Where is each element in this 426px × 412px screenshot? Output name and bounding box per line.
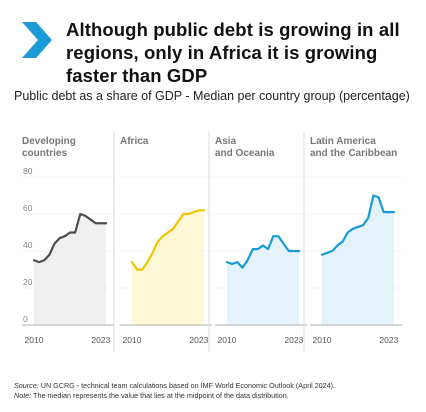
source-text: UN GCRG - technical team calculations ba…	[38, 381, 336, 390]
source-note: Source: UN GCRG - technical team calcula…	[14, 381, 419, 391]
y-tick-label: 0	[23, 314, 28, 324]
panel-title-line: countries	[22, 148, 67, 159]
chart-subtitle: Public debt as a share of GDP - Median p…	[14, 89, 410, 103]
x-tick-label: 2023	[284, 335, 303, 345]
panel-title-line: Latin America	[310, 136, 376, 147]
series-area	[322, 195, 394, 325]
x-tick-label: 2023	[379, 335, 398, 345]
panel-title-line: Asia	[215, 136, 237, 147]
panel-title-line: Developing	[22, 136, 76, 147]
x-tick-label: 2010	[313, 335, 332, 345]
y-tick-label: 20	[23, 277, 33, 287]
note-text: The median represents the value that lie…	[31, 391, 289, 400]
source-label: Source:	[14, 381, 39, 390]
footer: Source: UN GCRG - technical team calcula…	[14, 381, 419, 401]
chart-panel-1: Africa 2010 2023	[113, 132, 212, 352]
panel-title-line: and Oceania	[215, 148, 275, 159]
x-tick-label: 2010	[218, 335, 237, 345]
median-note: Note: The median represents the value th…	[14, 391, 419, 401]
x-tick-label: 2023	[91, 335, 110, 345]
series-area	[34, 214, 106, 325]
x-tick-label: 2023	[189, 335, 208, 345]
y-tick-label: 40	[23, 240, 33, 250]
y-tick-label: 60	[23, 203, 33, 213]
series-area	[227, 236, 299, 325]
x-tick-label: 2010	[123, 335, 142, 345]
panel-title-line: and the Caribbean	[310, 148, 397, 159]
page-title: Although public debt is growing in all r…	[66, 19, 400, 86]
chevron-right-icon	[22, 22, 52, 58]
y-tick-label: 80	[23, 166, 33, 176]
note-label: Note:	[14, 391, 32, 400]
series-area	[132, 210, 204, 325]
x-tick-label: 2010	[25, 335, 44, 345]
panel-title-line: Africa	[120, 136, 149, 147]
